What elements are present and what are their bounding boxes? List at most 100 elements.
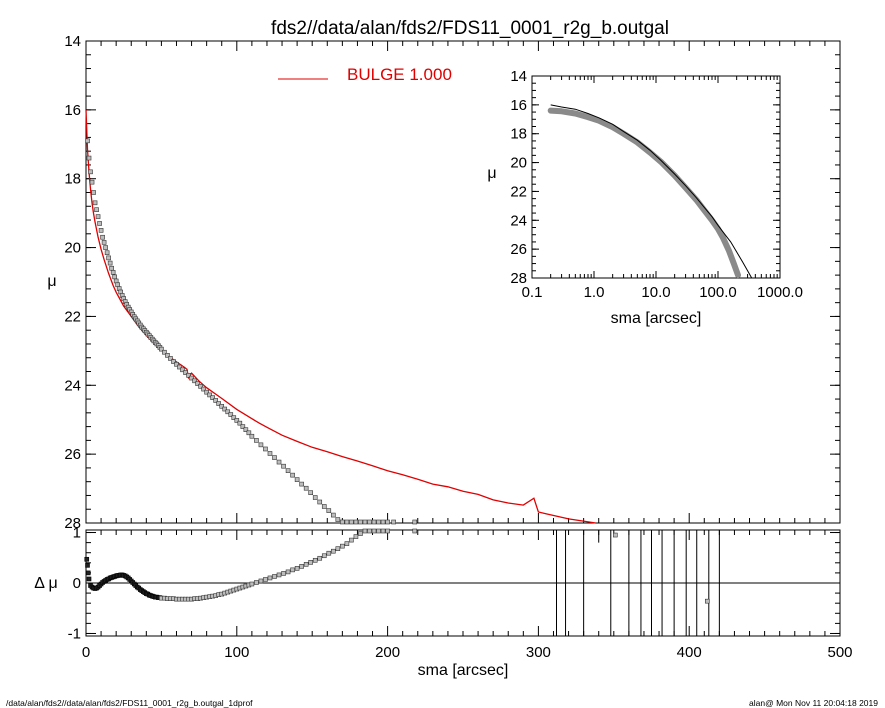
data-point-square (231, 415, 237, 420)
data-point-square (107, 260, 113, 266)
inset-x-tick-label: 1000.0 (757, 284, 803, 301)
data-point-square (331, 512, 336, 518)
data-point-square (225, 409, 231, 415)
data-point-square (367, 519, 372, 525)
data-point-square (101, 240, 107, 245)
data-point-square (89, 179, 95, 185)
data-point-square (267, 451, 273, 456)
residual-point-square (362, 528, 368, 534)
residual-point-square (303, 562, 309, 567)
residual-point-square (299, 564, 304, 569)
residual-point-square (85, 563, 90, 568)
residual-y-tick-label: -1 (68, 625, 81, 642)
data-point-square (219, 403, 225, 409)
data-point-square (281, 463, 286, 469)
residual-point-square (371, 528, 377, 534)
data-point-square (237, 420, 243, 426)
residual-isolated-point (613, 532, 618, 538)
residual-point-square (285, 569, 291, 575)
residual-point-square (358, 531, 363, 536)
data-point-square (210, 395, 215, 400)
data-point-square (335, 517, 341, 522)
residual-point-square (258, 578, 264, 584)
inset-y-tick-label: 18 (510, 126, 527, 143)
data-point-square (254, 438, 259, 443)
footer-timestamp: alan@ Mon Nov 11 20:04:18 2019 (749, 698, 878, 708)
residual-y-tick-label: 0 (73, 575, 81, 592)
inset-y-tick-label: 22 (510, 183, 527, 200)
data-point-square (391, 519, 396, 525)
residual-point-square (380, 528, 386, 534)
data-point-square (100, 234, 105, 240)
residual-point-square (317, 555, 323, 561)
residual-point-square (321, 553, 327, 559)
data-point-square (103, 245, 108, 250)
data-point-square (272, 455, 277, 460)
main-y-tick-label: 22 (64, 308, 81, 325)
inset-model-line (550, 104, 753, 279)
data-point-square (344, 519, 350, 525)
data-point-square (249, 433, 255, 439)
residual-point-square (367, 528, 372, 534)
data-point-square (85, 138, 90, 144)
inset-y-tick-label: 16 (510, 97, 527, 114)
data-point-square (376, 519, 381, 525)
data-point-square (222, 406, 228, 412)
main-series-group (85, 109, 596, 525)
main-y-tick-label: 26 (64, 446, 81, 463)
data-point-square (110, 270, 116, 275)
data-point-square (165, 353, 170, 358)
inset-x-tick-label: 1.0 (584, 284, 605, 301)
data-point-square (159, 346, 164, 352)
bulge-model-line (85, 109, 596, 524)
main-axis-ticks: 14 16 18 20 22 24 26 28 (64, 33, 841, 532)
residual-point-square (376, 528, 381, 534)
data-point-square (189, 375, 194, 381)
residual-point-square (276, 572, 282, 578)
residual-point-square (335, 546, 341, 551)
inset-y-tick-label: 26 (510, 241, 527, 258)
residual-point-square (85, 570, 91, 576)
residual-x-tick-label: 200 (375, 644, 400, 661)
data-point-square (312, 495, 318, 500)
data-point-square (308, 490, 313, 496)
main-y-tick-label: 16 (64, 102, 81, 119)
inset-x-axis-label: sma [arcsec] (611, 310, 702, 327)
data-point-square (192, 378, 197, 384)
residual-x-axis-label: sma [arcsec] (418, 662, 509, 679)
data-point-square (317, 499, 323, 505)
data-point-square (321, 504, 327, 509)
data-point-square (198, 384, 203, 389)
main-y-tick-label: 14 (64, 33, 81, 50)
residual-point-square (294, 566, 300, 571)
residual-point-square (340, 543, 345, 549)
data-point-square (299, 481, 304, 487)
legend-label: BULGE 1.000 (347, 65, 452, 84)
data-point-square (412, 519, 418, 525)
data-point-square (362, 519, 368, 525)
inset-data-band (547, 107, 741, 279)
residual-point-square (267, 575, 273, 581)
data-point-square (263, 446, 268, 452)
inset-series-group (547, 104, 753, 279)
residual-x-tick-label: 400 (677, 644, 702, 661)
data-point-square (95, 214, 101, 219)
data-point-square (216, 401, 222, 406)
data-point-square (380, 519, 386, 525)
data-point-square (243, 427, 249, 432)
inset-y-tick-label: 20 (510, 155, 527, 172)
inset-x-tick-label: 100.0 (699, 284, 737, 301)
inset-axis-ticks: 14 16 18 20 22 24 26 280.1 1.0 10.0 100.0 1000.0 (510, 68, 803, 301)
inset-y-axis-label: μ (487, 165, 496, 182)
residual-x-tick-label: 0 (82, 644, 90, 661)
inset-y-tick-label: 24 (510, 212, 527, 229)
inset-y-tick-label: 14 (510, 68, 527, 85)
residual-point-square (281, 571, 286, 576)
residual-point-square (308, 560, 313, 565)
data-point-square (258, 442, 264, 448)
residual-point-square (312, 557, 318, 563)
data-point-square (353, 519, 359, 525)
data-point-square (207, 392, 212, 398)
